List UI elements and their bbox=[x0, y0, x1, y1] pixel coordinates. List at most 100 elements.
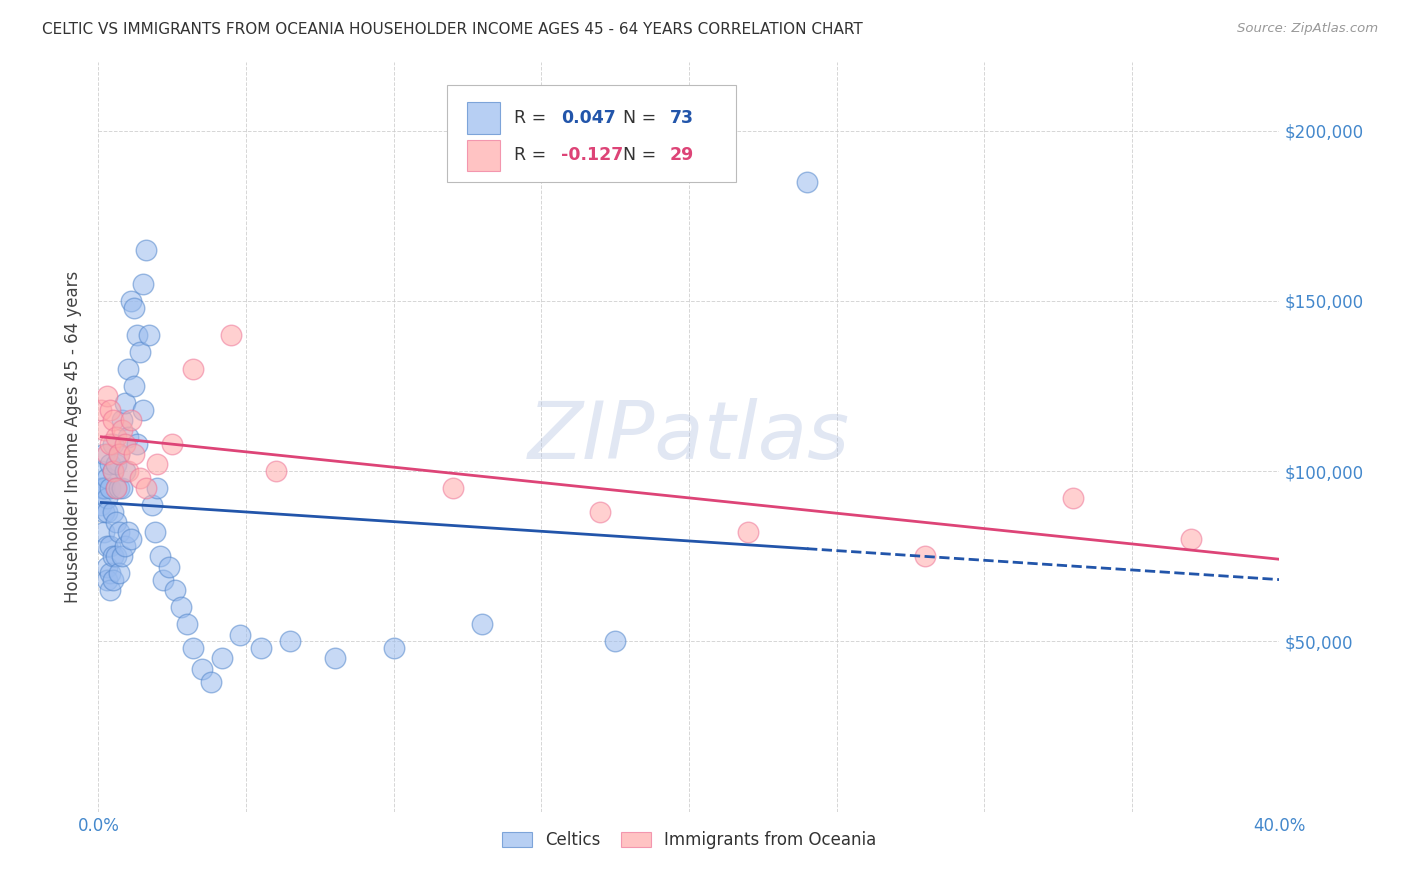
Point bbox=[108, 447, 131, 461]
Point bbox=[98, 566, 121, 581]
Text: N =: N = bbox=[623, 146, 662, 164]
Point bbox=[108, 481, 131, 495]
Point bbox=[90, 481, 112, 495]
Point bbox=[471, 617, 494, 632]
Point bbox=[117, 430, 139, 444]
Point bbox=[105, 430, 128, 444]
Point bbox=[165, 583, 187, 598]
Text: 73: 73 bbox=[671, 109, 695, 127]
Point bbox=[264, 464, 287, 478]
Point bbox=[221, 327, 243, 342]
Point bbox=[103, 413, 125, 427]
Point bbox=[146, 481, 169, 495]
Point bbox=[122, 379, 145, 393]
Point bbox=[191, 662, 214, 676]
Point bbox=[157, 559, 180, 574]
Point bbox=[181, 641, 204, 656]
Point bbox=[120, 413, 142, 427]
Point bbox=[128, 471, 150, 485]
Point bbox=[93, 481, 115, 495]
Point bbox=[98, 458, 121, 472]
Point bbox=[93, 525, 115, 540]
Point bbox=[737, 525, 759, 540]
Point bbox=[93, 481, 115, 495]
Point bbox=[120, 293, 142, 308]
Point bbox=[103, 549, 125, 564]
Point bbox=[90, 402, 112, 417]
Point bbox=[114, 396, 136, 410]
Point bbox=[162, 437, 183, 451]
Point bbox=[108, 525, 131, 540]
Point bbox=[117, 464, 139, 478]
Point bbox=[98, 481, 121, 495]
Point bbox=[103, 437, 125, 451]
Point bbox=[111, 481, 134, 495]
Point bbox=[108, 447, 131, 461]
Point bbox=[132, 402, 155, 417]
Point bbox=[176, 617, 198, 632]
Point bbox=[132, 277, 155, 291]
Point bbox=[111, 413, 134, 427]
Point bbox=[93, 447, 115, 461]
FancyBboxPatch shape bbox=[447, 85, 737, 182]
Point bbox=[98, 539, 121, 553]
Point bbox=[96, 505, 118, 519]
Point bbox=[122, 301, 145, 315]
Point bbox=[96, 447, 118, 461]
Point bbox=[128, 345, 150, 359]
Point bbox=[141, 498, 163, 512]
Text: ZIPatlas: ZIPatlas bbox=[527, 398, 851, 476]
Point bbox=[146, 458, 169, 472]
Point bbox=[1180, 533, 1202, 547]
Point bbox=[181, 362, 204, 376]
Point bbox=[914, 549, 936, 564]
Text: Source: ZipAtlas.com: Source: ZipAtlas.com bbox=[1237, 22, 1378, 36]
Point bbox=[135, 243, 157, 257]
Point bbox=[605, 634, 627, 648]
Legend: Celtics, Immigrants from Oceania: Celtics, Immigrants from Oceania bbox=[495, 824, 883, 855]
Point bbox=[90, 464, 112, 478]
Point bbox=[796, 175, 818, 189]
Point bbox=[96, 539, 118, 553]
Point bbox=[111, 423, 134, 437]
Point bbox=[96, 559, 118, 574]
Point bbox=[135, 481, 157, 495]
Point bbox=[125, 437, 148, 451]
Point bbox=[93, 505, 115, 519]
Text: CELTIC VS IMMIGRANTS FROM OCEANIA HOUSEHOLDER INCOME AGES 45 - 64 YEARS CORRELAT: CELTIC VS IMMIGRANTS FROM OCEANIA HOUSEH… bbox=[42, 22, 863, 37]
Point bbox=[96, 573, 118, 587]
Point bbox=[105, 549, 128, 564]
Text: R =: R = bbox=[515, 146, 553, 164]
Point bbox=[211, 651, 233, 665]
Point bbox=[111, 549, 134, 564]
Point bbox=[96, 389, 118, 403]
Point bbox=[441, 481, 464, 495]
Point bbox=[200, 675, 222, 690]
Bar bbox=[467, 103, 501, 134]
Point bbox=[114, 437, 136, 451]
Point bbox=[382, 641, 405, 656]
Point bbox=[143, 525, 166, 540]
Bar bbox=[467, 140, 501, 171]
Point bbox=[105, 481, 128, 495]
Point bbox=[103, 505, 125, 519]
Point bbox=[138, 327, 160, 342]
Point bbox=[105, 458, 128, 472]
Point bbox=[96, 471, 118, 485]
Point bbox=[149, 549, 172, 564]
Point bbox=[108, 566, 131, 581]
Text: -0.127: -0.127 bbox=[561, 146, 624, 164]
Text: R =: R = bbox=[515, 109, 553, 127]
Point bbox=[280, 634, 302, 648]
Point bbox=[114, 464, 136, 478]
Point bbox=[122, 447, 145, 461]
Point bbox=[114, 539, 136, 553]
Point bbox=[117, 525, 139, 540]
Point bbox=[323, 651, 346, 665]
Y-axis label: Householder Income Ages 45 - 64 years: Householder Income Ages 45 - 64 years bbox=[65, 271, 83, 603]
Point bbox=[250, 641, 273, 656]
Point bbox=[1062, 491, 1084, 506]
Point bbox=[90, 498, 112, 512]
Point bbox=[103, 464, 125, 478]
Point bbox=[96, 491, 118, 506]
